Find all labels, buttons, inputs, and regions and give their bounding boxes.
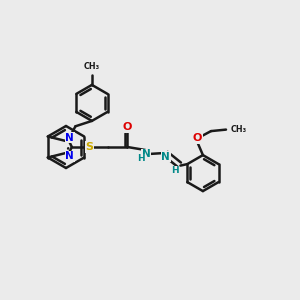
Text: CH₃: CH₃ bbox=[230, 125, 247, 134]
Text: N: N bbox=[65, 133, 74, 143]
Text: N: N bbox=[161, 152, 170, 162]
Text: O: O bbox=[193, 133, 202, 143]
Text: S: S bbox=[85, 142, 93, 152]
Text: CH₃: CH₃ bbox=[84, 62, 100, 71]
Text: H: H bbox=[171, 167, 179, 176]
Text: N: N bbox=[65, 151, 74, 161]
Text: N: N bbox=[142, 149, 151, 159]
Text: H: H bbox=[137, 154, 144, 163]
Text: O: O bbox=[123, 122, 132, 132]
